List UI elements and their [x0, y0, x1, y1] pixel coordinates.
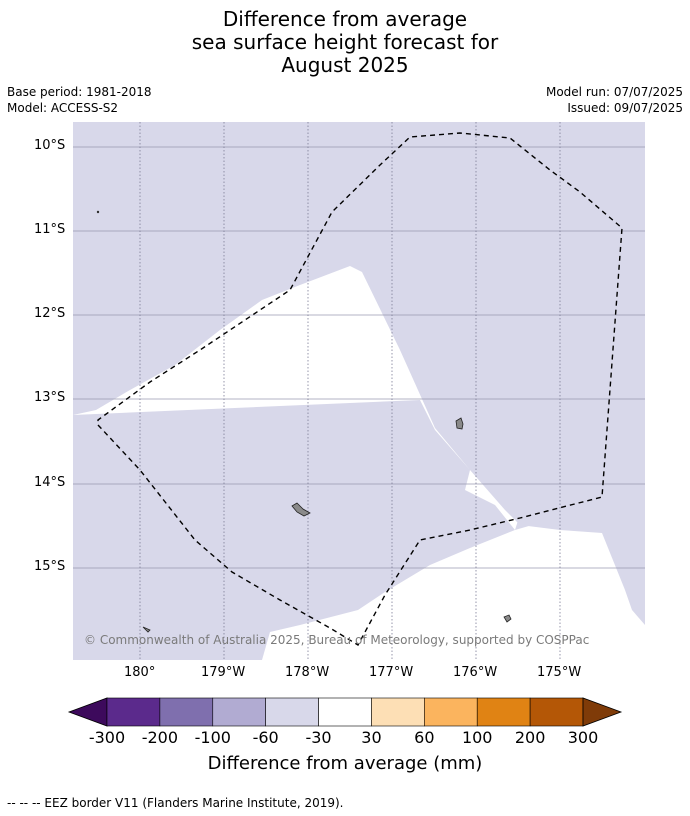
island-1 — [455, 417, 464, 430]
colorbar-segment — [159, 697, 214, 727]
lon-grid — [139, 122, 561, 660]
colorbar-segment — [529, 697, 584, 727]
colorbar-tick-label: -60 — [252, 728, 279, 747]
lat-label-12s: 12°S — [34, 306, 66, 321]
colorbar-segment — [476, 697, 531, 727]
lat-grid — [73, 146, 645, 569]
title-line-2: sea surface height forecast for — [191, 30, 499, 54]
lon-label-176w: 176°W — [453, 665, 498, 680]
neutral-anomaly-top-right — [515, 122, 645, 530]
colorbar-title: Difference from average (mm) — [207, 753, 483, 774]
lon-label-180: 180° — [124, 665, 156, 680]
meta-left: Base period: 1981-2018 Model: ACCESS-S2 — [7, 84, 152, 116]
issued-text: Issued: 09/07/2025 — [567, 101, 683, 115]
map-area — [73, 122, 645, 660]
model-text: Model: ACCESS-S2 — [7, 101, 119, 115]
lat-label-14s: 14°S — [34, 475, 66, 490]
neutral-anomaly-region — [73, 266, 645, 660]
lon-label-178w: 178°W — [285, 665, 330, 680]
lat-label-10s: 10°S — [34, 138, 66, 153]
lon-label-175w: 175°W — [537, 665, 582, 680]
title-line-1: Difference from average — [222, 7, 468, 31]
islands — [96, 210, 512, 633]
model-run-text: Model run: 07/07/2025 — [545, 85, 683, 99]
lat-label-11s: 11°S — [34, 222, 66, 237]
base-period-text: Base period: 1981-2018 — [7, 85, 152, 99]
island-3 — [503, 614, 512, 623]
lon-label-177w: 177°W — [369, 665, 414, 680]
lon-label-179w: 179°W — [201, 665, 246, 680]
colorbar-tick-label: 300 — [567, 728, 599, 747]
eez-footnote: -- -- -- EEZ border V11 (Flanders Marine… — [7, 796, 344, 810]
colorbar-segment — [371, 697, 425, 727]
colorbar-tick-label: -300 — [88, 728, 126, 747]
colorbar-tick-label: -200 — [141, 728, 179, 747]
colorbar-tick-label: 200 — [514, 728, 546, 747]
colorbar-segment — [318, 697, 372, 727]
colorbar-segment — [212, 697, 266, 727]
colorbar-over-arrow — [582, 697, 623, 727]
copyright-text: © Commonwealth of Australia 2025, Bureau… — [84, 633, 590, 647]
lat-label-15s: 15°S — [34, 559, 66, 574]
lat-label-13s: 13°S — [34, 390, 66, 405]
eez-border — [97, 132, 623, 646]
island-2 — [291, 502, 311, 517]
colorbar-segment — [424, 697, 478, 727]
title-line-3: August 2025 — [281, 53, 409, 77]
colorbar — [67, 697, 623, 727]
chart-title: Difference from average sea surface heig… — [0, 8, 690, 77]
colorbar-tick-label: 60 — [414, 728, 435, 747]
colorbar-tick-label: -100 — [194, 728, 231, 747]
colorbar-segment — [106, 697, 161, 727]
colorbar-tick-label: 100 — [461, 728, 493, 747]
colorbar-under-arrow — [67, 697, 108, 727]
island-5 — [96, 210, 100, 214]
colorbar-tick-label: 30 — [361, 728, 382, 747]
colorbar-segment — [265, 697, 319, 727]
meta-right: Model run: 07/07/2025 Issued: 09/07/2025 — [546, 84, 683, 116]
island-4 — [142, 626, 151, 633]
colorbar-tick-label: -30 — [305, 728, 332, 747]
